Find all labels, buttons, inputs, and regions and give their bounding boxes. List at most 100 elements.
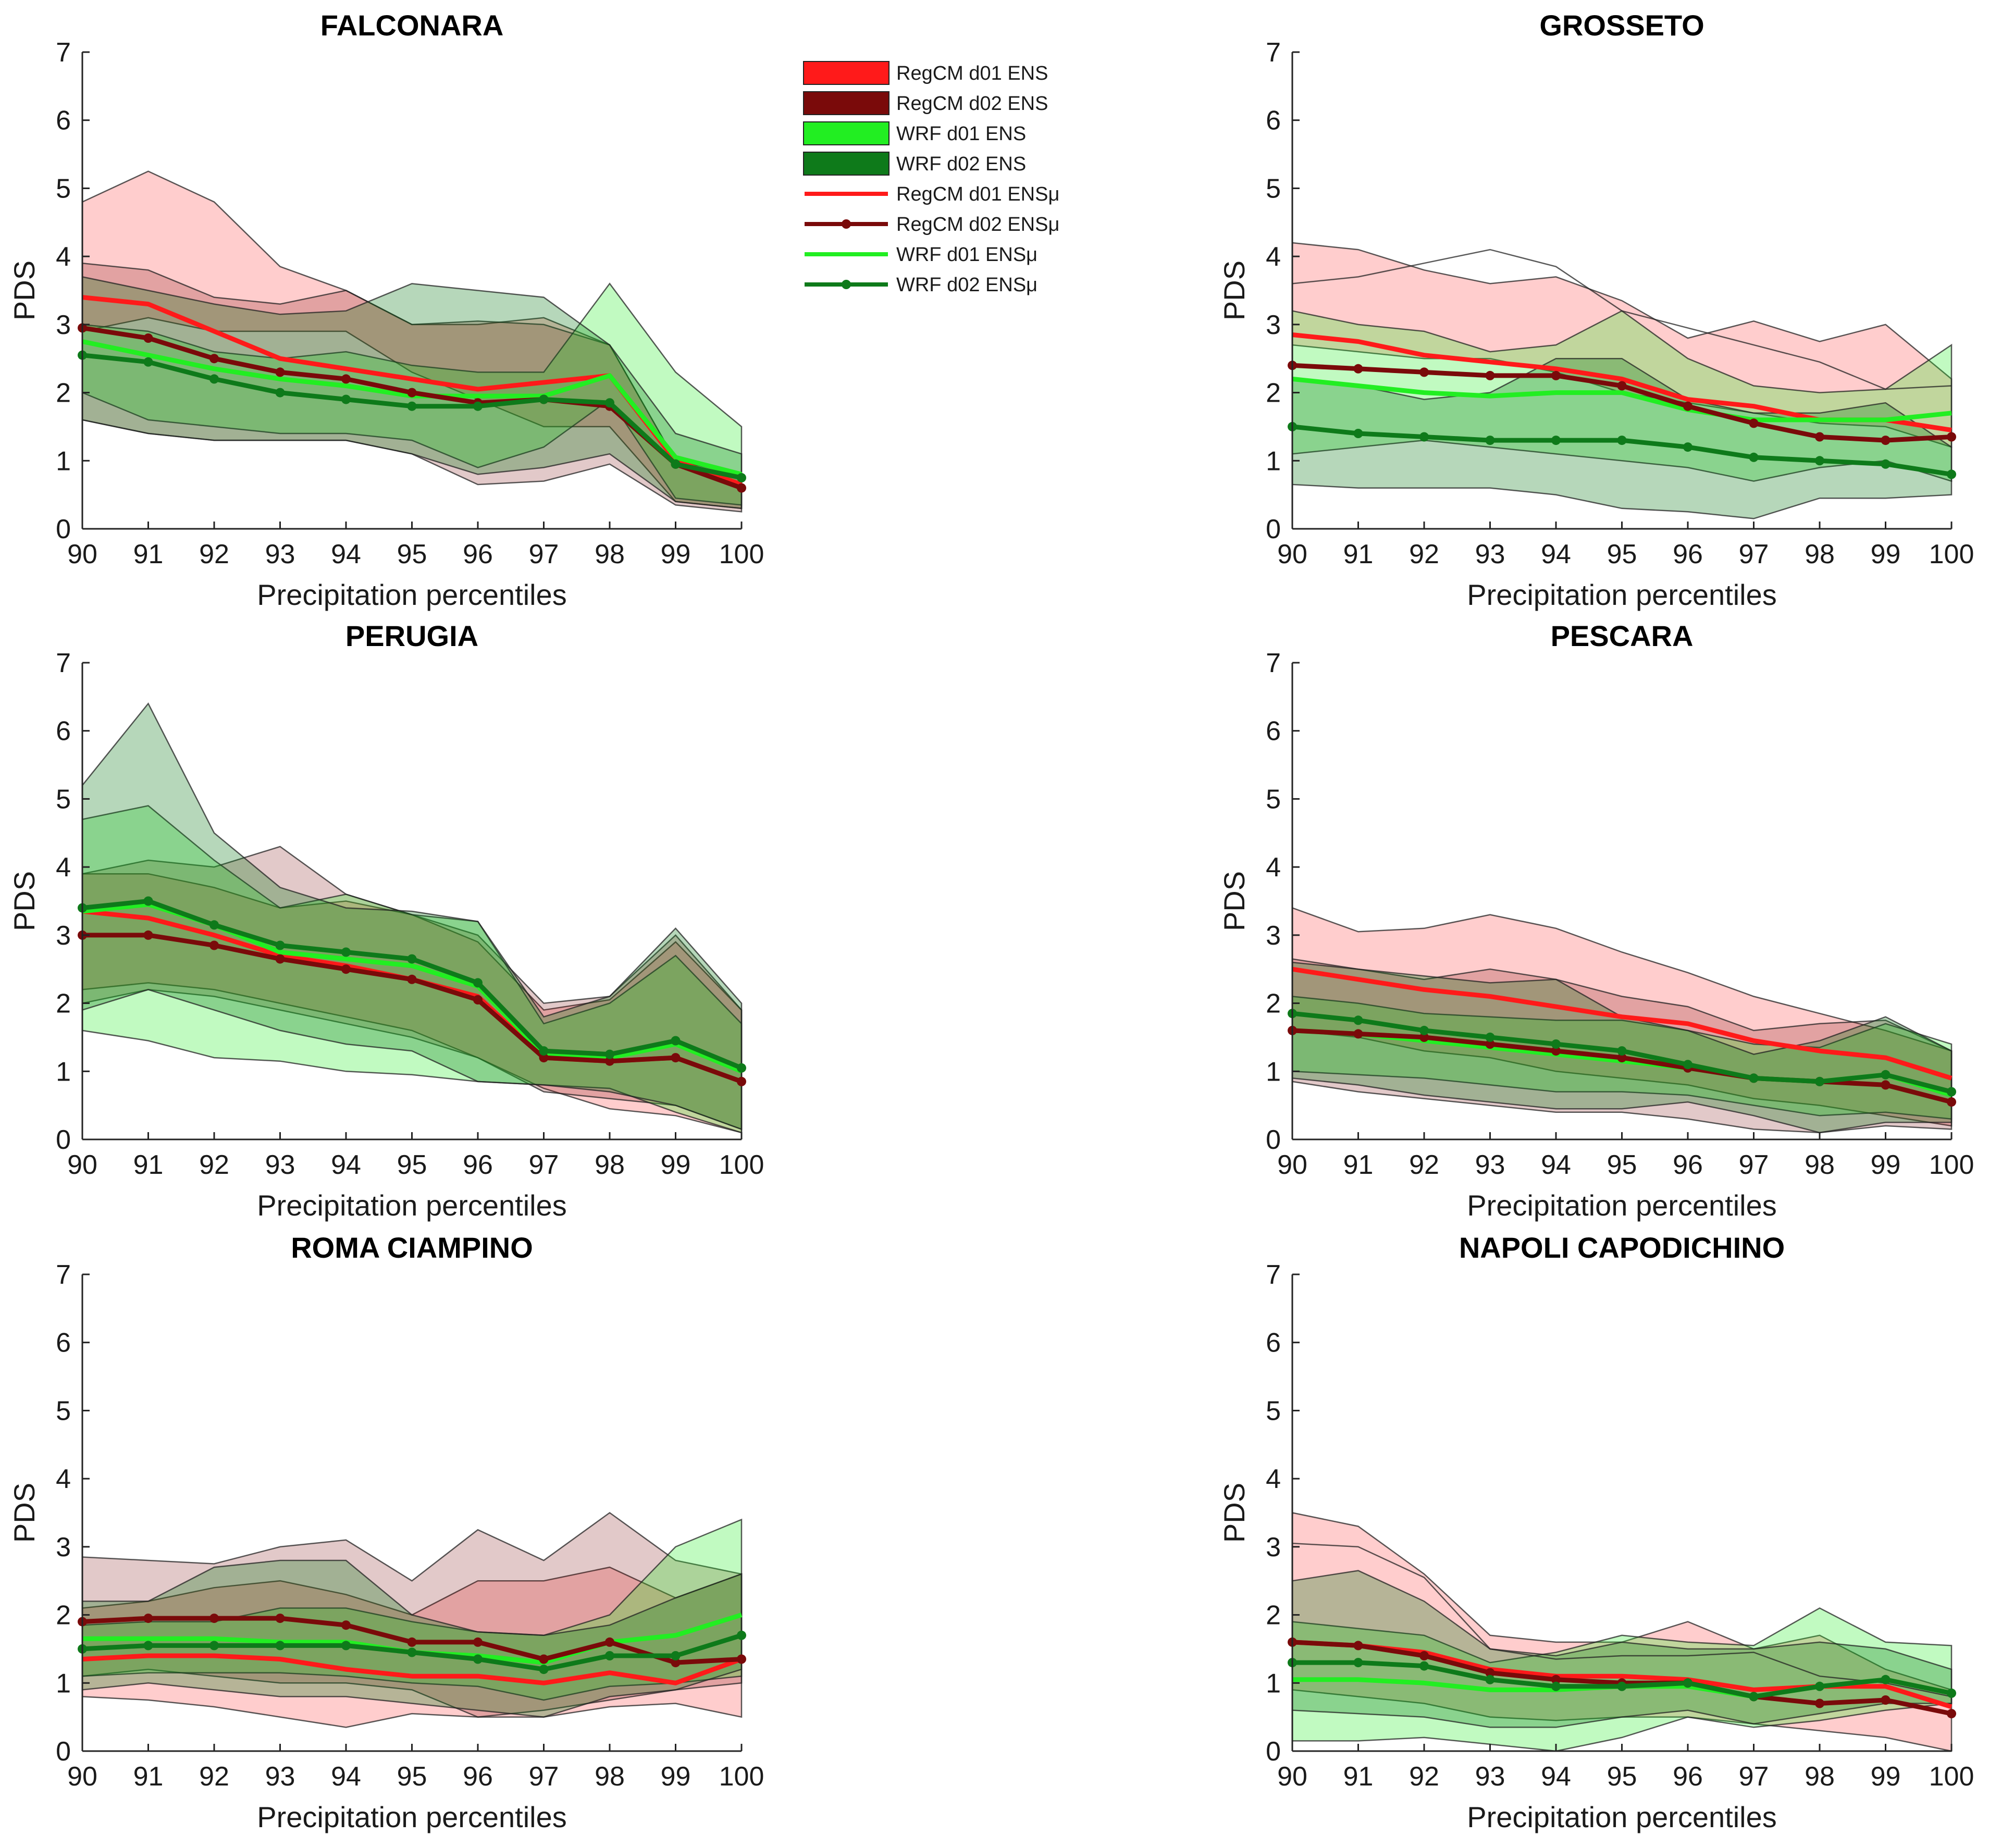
x-tick-label: 92 xyxy=(199,1762,229,1792)
x-tick-label: 98 xyxy=(595,1762,625,1792)
y-tick-label: 1 xyxy=(56,446,71,476)
point-wrf-d02-ens-mean xyxy=(1485,436,1495,445)
point-regcm-d02-ens-mean xyxy=(275,1614,285,1623)
x-tick-label: 97 xyxy=(529,1150,559,1180)
point-wrf-d02-ens-mean xyxy=(1749,452,1759,462)
y-tick-label: 1 xyxy=(1266,446,1281,476)
point-wrf-d02-ens-mean xyxy=(1617,1681,1627,1691)
point-wrf-d02-ens-mean xyxy=(1881,1675,1891,1684)
x-tick-label: 92 xyxy=(1409,1762,1439,1792)
x-tick-label: 94 xyxy=(1541,1150,1571,1180)
point-regcm-d02-ens-mean xyxy=(1353,364,1363,374)
point-wrf-d02-ens-mean xyxy=(143,357,153,367)
point-wrf-d02-ens-mean xyxy=(1419,432,1429,442)
x-tick-label: 92 xyxy=(199,539,229,569)
y-tick-label: 0 xyxy=(1266,514,1281,544)
point-wrf-d02-ens-mean xyxy=(407,401,417,411)
y-tick-label: 4 xyxy=(1266,242,1281,272)
y-tick-label: 2 xyxy=(1266,378,1281,408)
y-axis-label: PDS xyxy=(8,871,41,931)
x-tick-label: 99 xyxy=(1871,539,1901,569)
point-wrf-d02-ens-mean xyxy=(671,1036,681,1046)
point-wrf-d02-ens-mean xyxy=(1947,1087,1956,1097)
point-regcm-d02-ens-mean xyxy=(1353,1029,1363,1039)
point-regcm-d02-ens-mean xyxy=(407,388,417,398)
x-tick-label: 94 xyxy=(331,1150,361,1180)
y-tick-label: 2 xyxy=(1266,1601,1281,1631)
x-axis-label: Precipitation percentiles xyxy=(257,1801,567,1833)
point-wrf-d02-ens-mean xyxy=(1683,1060,1692,1070)
x-tick-label: 96 xyxy=(463,539,493,569)
x-tick-label: 96 xyxy=(463,1762,493,1792)
y-tick-label: 4 xyxy=(56,852,71,883)
point-regcm-d02-ens-mean xyxy=(1617,1053,1627,1063)
point-wrf-d02-ens-mean xyxy=(605,1651,614,1660)
point-regcm-d02-ens-mean xyxy=(143,333,153,343)
point-wrf-d02-ens-mean xyxy=(143,896,153,906)
x-tick-label: 91 xyxy=(1343,539,1374,569)
point-regcm-d02-ens-mean xyxy=(671,1658,681,1668)
x-axis-label: Precipitation percentiles xyxy=(1467,578,1777,611)
point-wrf-d02-ens-mean xyxy=(1551,1039,1561,1049)
y-tick-label: 5 xyxy=(1266,1396,1281,1426)
x-tick-label: 90 xyxy=(1277,1762,1307,1792)
point-regcm-d02-ens-mean xyxy=(1485,370,1495,380)
point-regcm-d02-ens-mean xyxy=(1485,1668,1495,1678)
point-wrf-d02-ens-mean xyxy=(275,388,285,398)
y-tick-label: 6 xyxy=(1266,1328,1281,1358)
y-tick-label: 3 xyxy=(1266,921,1281,951)
point-wrf-d02-ens-mean xyxy=(1419,1661,1429,1671)
y-tick-label: 2 xyxy=(1266,989,1281,1019)
point-regcm-d02-ens-mean xyxy=(341,1620,351,1630)
point-wrf-d02-ens-mean xyxy=(209,374,219,384)
point-regcm-d02-ens-mean xyxy=(539,1654,549,1664)
y-tick-label: 5 xyxy=(1266,173,1281,204)
y-tick-label: 3 xyxy=(1266,1532,1281,1562)
series-regcm-d01-ens-mean xyxy=(82,1653,743,1685)
point-wrf-d02-ens-mean xyxy=(407,954,417,964)
legend-label: RegCM d02 ENS xyxy=(896,93,1048,115)
x-tick-label: 97 xyxy=(529,1762,559,1792)
x-tick-label: 93 xyxy=(265,1150,295,1180)
y-tick-label: 4 xyxy=(1266,852,1281,883)
y-tick-label: 1 xyxy=(56,1057,71,1087)
point-regcm-d02-ens-mean xyxy=(1947,1709,1956,1719)
legend-item-regcm-d02-ens-mean: RegCM d02 ENSμ xyxy=(805,214,1059,235)
legend-label: WRF d01 ENSμ xyxy=(896,244,1037,266)
legend-swatch xyxy=(803,121,890,145)
chart-perugia: 0 1 2 3 4 5 6 7 90 91 92 93 94 95 96 97 98 99 100 PERUGIA Pr… xyxy=(8,619,764,1222)
point-regcm-d02-ens-mean xyxy=(1353,1641,1363,1651)
point-regcm-d02-ens-mean xyxy=(671,1053,681,1063)
x-tick-label: 97 xyxy=(1739,539,1769,569)
x-tick-label: 90 xyxy=(67,1150,97,1180)
y-tick-label: 2 xyxy=(56,1601,71,1631)
y-tick-label: 5 xyxy=(56,784,71,814)
x-tick-label: 90 xyxy=(1277,539,1307,569)
series-wrf-d01-ens-mean xyxy=(1292,376,1952,423)
x-tick-label: 90 xyxy=(1277,1150,1307,1180)
point-wrf-d02-ens-mean xyxy=(275,940,285,950)
point-wrf-d02-ens-mean xyxy=(671,459,681,469)
point-wrf-d02-ens-mean xyxy=(1683,442,1692,452)
y-tick-label: 7 xyxy=(1266,38,1281,68)
chart-title: ROMA CIAMPINO xyxy=(291,1231,533,1264)
y-tick-label: 2 xyxy=(56,989,71,1019)
y-axis-label: PDS xyxy=(1218,1483,1251,1543)
point-regcm-d02-ens-mean xyxy=(1551,370,1561,380)
x-tick-label: 92 xyxy=(1409,1150,1439,1180)
legend-marker xyxy=(842,219,851,229)
y-axis-label: PDS xyxy=(1218,871,1251,931)
legend-item-regcm-d02-ens: RegCM d02 ENS xyxy=(803,91,1048,115)
point-wrf-d02-ens-mean xyxy=(539,1046,549,1056)
x-tick-label: 90 xyxy=(67,1762,97,1792)
point-regcm-d02-ens-mean xyxy=(1947,1097,1956,1107)
legend-label: WRF d01 ENS xyxy=(896,123,1026,145)
y-tick-label: 3 xyxy=(56,921,71,951)
band-wrf-d02-ens xyxy=(81,702,743,1131)
x-tick-label: 98 xyxy=(1805,1150,1835,1180)
y-tick-label: 3 xyxy=(56,310,71,340)
x-tick-label: 97 xyxy=(1739,1150,1769,1180)
point-regcm-d02-ens-mean xyxy=(143,1614,153,1623)
point-regcm-d02-ens-mean xyxy=(473,1637,483,1647)
y-tick-label: 1 xyxy=(56,1668,71,1698)
